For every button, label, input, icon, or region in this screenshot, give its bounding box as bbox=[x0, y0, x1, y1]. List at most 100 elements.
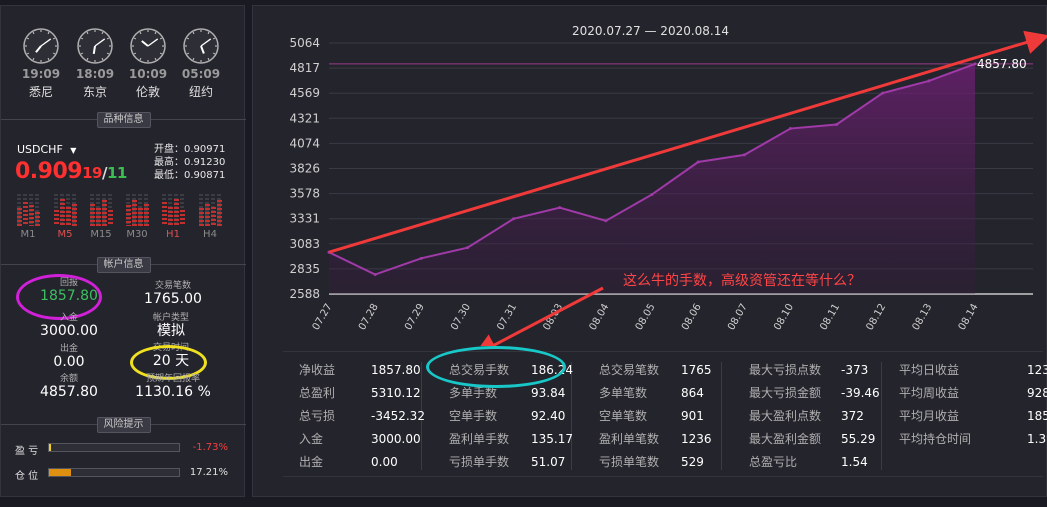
signal-bar bbox=[174, 194, 179, 226]
signal-bar bbox=[72, 194, 77, 226]
stat-label: 多单笔数 bbox=[599, 386, 648, 400]
x-tick-label: 08.14 bbox=[957, 302, 981, 332]
stat-value: 51.07 bbox=[531, 454, 566, 469]
signal-bar bbox=[144, 194, 149, 226]
x-tick-label: 07.30 bbox=[449, 302, 473, 332]
clock-1: 18:09 东京 bbox=[75, 28, 115, 100]
stat-label: 入金 bbox=[299, 432, 324, 446]
symbol-selector[interactable]: USDCHF ▼ bbox=[17, 143, 76, 156]
y-tick-label: 4569 bbox=[289, 86, 320, 100]
x-tick-label: 08.06 bbox=[680, 302, 704, 332]
position-label: 仓 位 bbox=[15, 471, 39, 482]
timeframe-label: H4 bbox=[203, 229, 217, 240]
clock-city: 纽约 bbox=[188, 85, 213, 99]
stat-value: -39.46 bbox=[841, 385, 880, 400]
stat-row: 盈利单手数 135.17 bbox=[449, 427, 573, 450]
left-panel: 19:09 悉尼 18:09 东京 10:09 伦敦 05:09 纽约 品种信息… bbox=[0, 5, 246, 497]
balance-stat: 余额 4857.80 bbox=[19, 374, 119, 401]
data-point bbox=[558, 206, 562, 210]
stat-value: 0.00 bbox=[371, 454, 398, 469]
data-point bbox=[973, 62, 977, 66]
stat-row: 总盈亏比 1.54 bbox=[749, 450, 868, 473]
clock-icon bbox=[77, 28, 113, 64]
high-value: 0.91230 bbox=[184, 157, 226, 168]
clock-0: 19:09 悉尼 bbox=[21, 28, 61, 100]
pnl-label: 盈 亏 bbox=[15, 446, 39, 457]
stat-row: 亏损单笔数 529 bbox=[599, 450, 704, 473]
y-tick-label: 3578 bbox=[289, 187, 320, 201]
stat-row: 总交易笔数 1765 bbox=[599, 358, 712, 381]
account-section-header: 帐户信息 bbox=[1, 257, 246, 273]
stat-label: 总交易笔数 bbox=[599, 363, 660, 377]
timeframe-m30[interactable]: M30 bbox=[126, 194, 149, 240]
stat-value: 529 bbox=[681, 454, 704, 469]
stat-row: 最大盈利点数 372 bbox=[749, 404, 864, 427]
deposit-label: 入金 bbox=[59, 313, 78, 323]
data-point bbox=[650, 192, 654, 196]
stat-label: 总亏损 bbox=[299, 409, 336, 423]
signal-bar bbox=[162, 194, 167, 226]
timeframe-m15[interactable]: M15 bbox=[90, 194, 113, 240]
x-tick-label: 07.27 bbox=[311, 302, 335, 332]
position-bar-fill bbox=[49, 469, 72, 476]
signal-bar bbox=[132, 194, 137, 226]
x-tick-label: 08.05 bbox=[634, 302, 658, 332]
risk-section-title: 风险提示 bbox=[96, 417, 151, 433]
x-tick-label: 08.13 bbox=[911, 302, 935, 332]
stat-row: 净收益 1857.80 bbox=[299, 358, 421, 381]
stat-label: 净收益 bbox=[299, 363, 336, 377]
stat-value: -3452.32 bbox=[371, 408, 425, 423]
timeframe-h1[interactable]: H1 bbox=[162, 194, 185, 240]
stat-value: 3000.00 bbox=[371, 431, 421, 446]
clock-3: 05:09 纽约 bbox=[181, 28, 221, 100]
deposit-stat: 入金 3000.00 bbox=[19, 313, 119, 340]
stat-row: 多单手数 93.84 bbox=[449, 381, 565, 404]
stat-row: 盈利单笔数 1236 bbox=[599, 427, 712, 450]
stats-column: 平均日收益 123.85 平均周收益 928.90 平均月收益 1857.80 平均持仓时间… bbox=[899, 358, 1047, 450]
stat-value: 372 bbox=[841, 408, 864, 423]
data-point bbox=[419, 256, 423, 260]
withdraw-label: 出金 bbox=[59, 344, 78, 354]
ohl-box: 开盘：0.90971 最高：0.91230 最低：0.90871 bbox=[154, 143, 225, 182]
y-tick-label: 3083 bbox=[289, 237, 320, 251]
x-tick-label: 07.28 bbox=[357, 302, 381, 332]
stat-row: 入金 3000.00 bbox=[299, 427, 421, 450]
data-point bbox=[512, 217, 516, 221]
equity-area bbox=[329, 63, 975, 294]
withdraw-stat: 出金 0.00 bbox=[19, 344, 119, 371]
stat-label: 总盈利 bbox=[299, 386, 336, 400]
clock-city: 伦敦 bbox=[135, 85, 160, 99]
stat-value: 1857.80 bbox=[1027, 408, 1047, 423]
stats-column: 总交易笔数 1765 多单笔数 864 空单笔数 901 盈利单笔数 1236 亏损单笔数 529 bbox=[599, 358, 712, 473]
stat-label: 平均周收益 bbox=[899, 386, 960, 400]
signal-bar bbox=[54, 194, 59, 226]
y-tick-label: 2588 bbox=[289, 287, 320, 301]
timeframe-label: M1 bbox=[20, 229, 36, 240]
timeframe-label: M5 bbox=[57, 229, 73, 240]
stat-label: 最大盈利金额 bbox=[749, 432, 822, 446]
stat-value: 55.29 bbox=[841, 431, 876, 446]
stat-value: 1236 bbox=[681, 431, 712, 446]
signal-bar bbox=[66, 194, 71, 226]
signal-bar bbox=[17, 194, 22, 226]
x-tick-label: 08.10 bbox=[772, 302, 796, 332]
signal-bar bbox=[35, 194, 40, 226]
stat-label: 平均月收益 bbox=[899, 409, 960, 423]
clock-city: 悉尼 bbox=[28, 85, 53, 99]
stat-row: 最大亏损点数 -373 bbox=[749, 358, 868, 381]
timeframe-h4[interactable]: H4 bbox=[199, 194, 222, 240]
data-point bbox=[742, 153, 746, 157]
timeframe-m1[interactable]: M1 bbox=[17, 194, 40, 240]
stat-row: 平均周收益 928.90 bbox=[899, 381, 1047, 404]
balance-value: 4857.80 bbox=[40, 384, 98, 400]
signal-bar bbox=[108, 194, 113, 226]
data-point bbox=[788, 127, 792, 131]
y-tick-label: 3826 bbox=[289, 162, 320, 176]
signal-bar bbox=[60, 194, 65, 226]
signal-bar bbox=[180, 194, 185, 226]
timeframe-m5[interactable]: M5 bbox=[54, 194, 77, 240]
y-tick-label: 3331 bbox=[289, 212, 320, 226]
risk-section-header: 风险提示 bbox=[1, 417, 246, 433]
highlight-ring-return bbox=[16, 274, 102, 320]
signal-bar bbox=[96, 194, 101, 226]
